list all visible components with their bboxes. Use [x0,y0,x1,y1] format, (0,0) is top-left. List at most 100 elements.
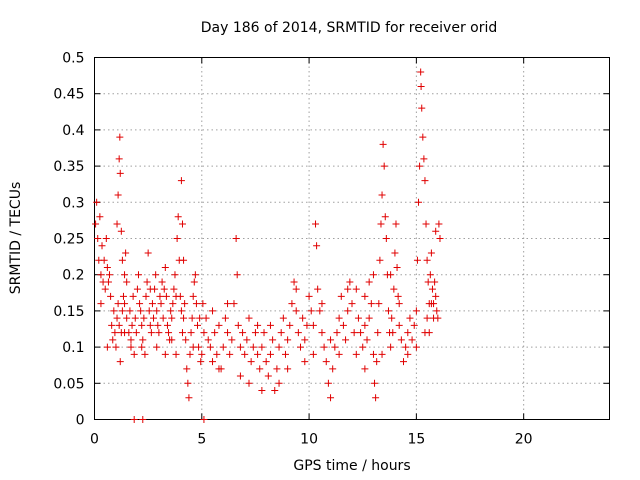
data-point [236,372,244,380]
data-point [290,278,298,286]
data-point [342,336,350,344]
data-point [196,314,204,322]
data-point [187,329,195,337]
data-point [413,256,421,264]
data-point [134,271,142,279]
data-point [417,82,425,90]
data-point [176,292,184,300]
grid [94,57,610,420]
data-point [395,321,403,329]
data-point [373,358,381,366]
data-point [101,285,109,293]
data-point [163,321,171,329]
data-point [245,314,253,322]
data-point [189,292,197,300]
data-point [180,314,188,322]
data-point [312,220,320,228]
data-point [122,249,130,257]
data-point [377,220,385,228]
data-point [427,249,435,257]
data-point [382,235,390,242]
data-point [313,242,321,250]
x-axis-label: GPS time / hours [293,458,410,474]
data-point [339,321,347,329]
data-point [158,278,166,286]
data-point [420,155,428,163]
data-point [114,191,122,199]
data-point [275,343,283,351]
data-point [292,307,300,315]
data-point [177,177,185,185]
data-point [436,235,444,242]
data-point [221,314,229,322]
data-point [275,379,283,387]
data-point [161,263,169,271]
data-point [428,285,436,293]
data-point [209,358,217,366]
data-point [363,336,371,344]
data-point [335,350,343,358]
data-point [292,285,300,293]
data-point [410,321,418,329]
data-point [130,350,138,358]
data-point [391,249,399,257]
y-tick-label: 0.35 [53,159,84,175]
data-point [432,292,440,300]
chart-title: Day 186 of 2014, SRMTID for receiver ori… [201,20,498,36]
data-point [303,321,311,329]
data-point [327,394,335,402]
data-point [422,220,430,228]
data-point [249,343,257,351]
data-point [156,292,164,300]
data-point [393,263,401,271]
data-point [266,321,274,329]
data-point [384,307,392,315]
data-point [107,292,115,300]
data-point [361,321,369,329]
data-point [226,350,234,358]
x-tick-label: 5 [197,432,206,448]
data-point [318,329,326,337]
data-point [269,336,277,344]
data-point [258,387,266,395]
data-point [424,278,432,286]
data-point [199,300,207,308]
data-point [146,321,154,329]
data-point [161,350,169,358]
data-point [309,321,317,329]
data-point [236,343,244,351]
data-point [320,343,328,351]
data-point [415,198,423,206]
data-point [97,300,105,308]
data-point [170,285,178,293]
data-point [318,300,326,308]
data-point [262,358,270,366]
data-point [202,314,210,322]
data-point [198,350,206,358]
data-point [137,307,145,315]
data-point [344,307,352,315]
data-point [172,350,180,358]
data-point [381,213,389,221]
data-point [145,307,153,315]
y-tick-label: 0.3 [62,195,84,211]
data-point [371,379,379,387]
y-tick-label: 0.45 [53,87,84,103]
data-point [301,358,309,366]
data-point [297,343,304,351]
data-point [375,300,383,308]
data-point [197,358,205,366]
data-point [361,292,369,300]
data-point [162,292,170,300]
data-point [147,329,155,337]
data-point [127,336,135,344]
data-point [354,314,362,322]
data-point [254,321,262,329]
data-point [111,329,119,337]
data-point [103,263,111,271]
data-point [352,350,360,358]
data-point [433,307,441,315]
data-point [254,350,262,358]
data-point [329,365,337,373]
y-tick-label: 0.5 [62,51,84,67]
